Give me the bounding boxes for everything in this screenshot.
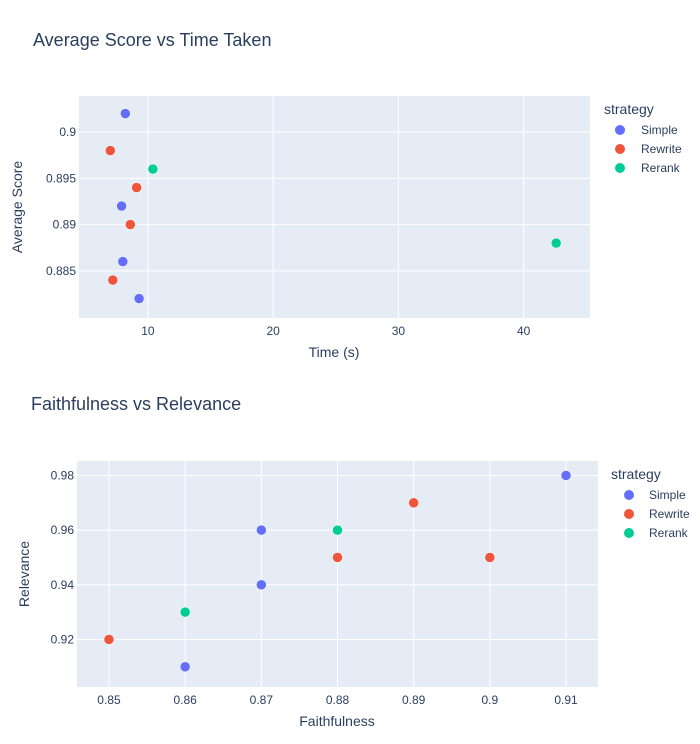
data-point-rewrite[interactable] [408, 497, 419, 509]
chart-2-title: Faithfulness vs Relevance [31, 394, 241, 414]
chart-2-legend-item-simple[interactable]: Simple [624, 488, 686, 502]
data-point-rewrite[interactable] [103, 634, 115, 645]
y-tick-label: 0.92 [51, 632, 75, 646]
x-tick-label: 0.87 [250, 693, 274, 707]
chart-1-plot-area [79, 96, 590, 318]
chart-average-score-vs-time: Average Score vs Time Taken 10 20 30 40 0.88… [9, 30, 682, 360]
chart-1-x-axis-title: Time (s) [309, 344, 360, 360]
x-tick-label: 0.89 [402, 693, 426, 707]
chart-faithfulness-vs-relevance: Faithfulness vs Relevance 0.85 0.86 0.87 0.… [16, 394, 690, 729]
chart-2-legend-marker-rerank [624, 528, 634, 538]
y-tick-label: 0.98 [51, 468, 75, 482]
data-point-rewrite[interactable] [107, 274, 119, 286]
chart-2-x-axis-title: Faithfulness [299, 713, 374, 729]
chart-2-legend-item-rerank[interactable]: Rerank [624, 526, 689, 540]
x-tick-label: 10 [141, 324, 155, 338]
data-point-simple[interactable] [116, 200, 127, 212]
data-point-rewrite[interactable] [332, 552, 343, 563]
x-tick-label: 0.88 [326, 693, 350, 707]
chart-2-legend-label-simple: Simple [649, 488, 686, 502]
data-point-simple[interactable] [256, 524, 267, 536]
chart-1-legend-marker-simple [615, 125, 625, 135]
x-tick-label: 0.9 [481, 693, 498, 707]
chart-2-points [103, 470, 572, 673]
chart-1-legend-title: strategy [604, 101, 654, 117]
x-tick-label: 0.85 [97, 693, 121, 707]
data-point-simple[interactable] [256, 579, 267, 591]
y-tick-label: 0.895 [46, 171, 76, 185]
chart-2-legend-label-rerank: Rerank [649, 526, 689, 540]
chart-1-gridlines [79, 96, 590, 318]
chart-1-legend-label-simple: Simple [641, 123, 678, 137]
chart-2-legend: strategy Simple Rewrite Rerank [611, 466, 690, 540]
chart-1-legend-item-rewrite[interactable]: Rewrite [615, 142, 682, 156]
chart-1-title: Average Score vs Time Taken [33, 30, 271, 50]
chart-2-tick-labels: 0.85 0.86 0.87 0.88 0.89 0.9 0.91 0.92 0.94 0.96 0… [51, 468, 578, 707]
data-point-rewrite[interactable] [125, 219, 136, 230]
x-tick-label: 20 [266, 324, 280, 338]
data-point-simple[interactable] [179, 661, 191, 673]
x-tick-label: 30 [392, 324, 406, 338]
data-point-rerank[interactable] [147, 163, 159, 175]
y-tick-label: 0.96 [51, 523, 75, 537]
y-tick-label: 0.89 [53, 218, 77, 232]
x-tick-label: 0.86 [173, 693, 197, 707]
chart-1-y-axis-title: Average Score [9, 161, 25, 254]
chart-1-points [105, 108, 562, 304]
data-point-rerank[interactable] [332, 524, 343, 536]
chart-1-tick-labels: 10 20 30 40 0.885 0.89 0.895 0.9 [46, 125, 531, 338]
data-point-rerank[interactable] [550, 237, 562, 249]
chart-1-legend-label-rewrite: Rewrite [641, 142, 682, 156]
data-point-rewrite[interactable] [484, 552, 496, 563]
y-tick-label: 0.9 [59, 125, 76, 139]
x-tick-label: 40 [517, 324, 531, 338]
chart-2-y-axis-title: Relevance [16, 541, 32, 607]
x-tick-label: 0.91 [554, 693, 578, 707]
y-tick-label: 0.885 [46, 264, 76, 278]
chart-1-legend: strategy Simple Rewrite Rerank [604, 101, 682, 175]
chart-1-legend-item-rerank[interactable]: Rerank [615, 161, 681, 175]
chart-2-legend-item-rewrite[interactable]: Rewrite [624, 507, 690, 521]
data-point-rewrite[interactable] [105, 145, 116, 156]
chart-2-legend-label-rewrite: Rewrite [649, 507, 690, 521]
chart-2-legend-title: strategy [611, 466, 661, 482]
y-tick-label: 0.94 [51, 578, 75, 592]
chart-2-legend-marker-simple [624, 490, 634, 500]
chart-1-legend-item-simple[interactable]: Simple [615, 123, 678, 137]
data-point-rewrite[interactable] [131, 182, 142, 193]
data-point-simple[interactable] [560, 470, 572, 481]
chart-2-legend-marker-rewrite [624, 509, 634, 519]
chart-1-legend-label-rerank: Rerank [641, 161, 681, 175]
data-point-simple[interactable] [120, 108, 131, 119]
chart-1-legend-marker-rewrite [615, 144, 625, 154]
data-point-simple[interactable] [133, 293, 145, 304]
data-point-rerank[interactable] [179, 606, 191, 618]
data-point-simple[interactable] [117, 256, 129, 267]
chart-1-legend-marker-rerank [615, 163, 625, 173]
